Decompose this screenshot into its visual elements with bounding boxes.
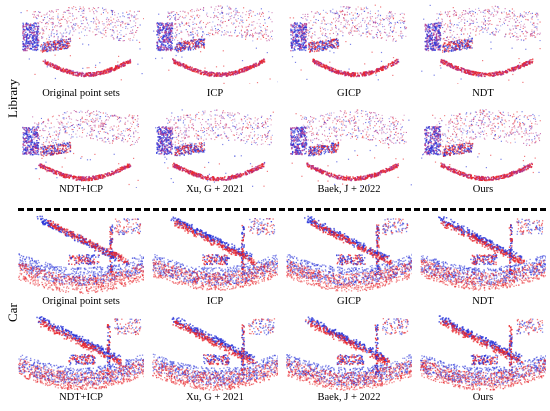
library-panel-8 <box>420 108 546 188</box>
panel-caption: GICP <box>286 296 412 308</box>
point-cloud-image <box>20 6 144 81</box>
point-cloud-image <box>421 109 541 182</box>
panel-caption: NDT+ICP <box>18 184 144 196</box>
point-cloud-image <box>421 4 541 84</box>
panel-caption: Ours <box>420 392 546 404</box>
point-cloud-image <box>22 109 140 188</box>
point-cloud-image <box>420 315 546 391</box>
point-cloud-image <box>290 109 412 188</box>
point-cloud-image <box>286 215 412 293</box>
point-cloud-image <box>152 216 278 291</box>
car-panel-2 <box>152 214 278 294</box>
panel-caption: NDT <box>420 296 546 308</box>
panel-caption: Baek, J + 2022 <box>286 392 412 404</box>
car-panel-1 <box>18 214 144 294</box>
car-panel-6 <box>152 314 278 394</box>
point-cloud-image <box>18 215 144 294</box>
car-panel-8 <box>420 314 546 394</box>
point-cloud-image <box>18 316 144 391</box>
panel-caption: NDT+ICP <box>18 392 144 404</box>
point-cloud-image <box>286 316 412 391</box>
library-panel-2 <box>152 4 278 84</box>
panel-caption: Original point sets <box>18 88 144 100</box>
car-panel-7 <box>286 314 412 394</box>
library-panel-3 <box>286 4 412 84</box>
panel-caption: ICP <box>152 88 278 100</box>
panel-caption: Baek, J + 2022 <box>286 184 412 196</box>
section-divider <box>18 208 546 211</box>
car-panel-5 <box>18 314 144 394</box>
panel-caption: GICP <box>286 88 412 100</box>
car-panel-4 <box>420 214 546 294</box>
point-cloud-image <box>152 316 278 391</box>
library-panel-7 <box>286 108 412 188</box>
panel-caption: Original point sets <box>18 296 144 308</box>
point-cloud-image <box>153 5 278 84</box>
panel-caption: ICP <box>152 296 278 308</box>
car-panel-3 <box>286 214 412 294</box>
library-panel-5 <box>18 108 144 188</box>
library-panel-4 <box>420 4 546 84</box>
point-cloud-image <box>289 4 408 81</box>
point-cloud-image <box>155 109 274 187</box>
point-cloud-image <box>420 216 546 291</box>
panel-caption: Xu, G + 2021 <box>152 392 278 404</box>
panel-caption: NDT <box>420 88 546 100</box>
library-panel-1 <box>18 4 144 84</box>
panel-caption: Xu, G + 2021 <box>152 184 278 196</box>
panel-caption: Ours <box>420 184 546 196</box>
library-panel-6 <box>152 108 278 188</box>
